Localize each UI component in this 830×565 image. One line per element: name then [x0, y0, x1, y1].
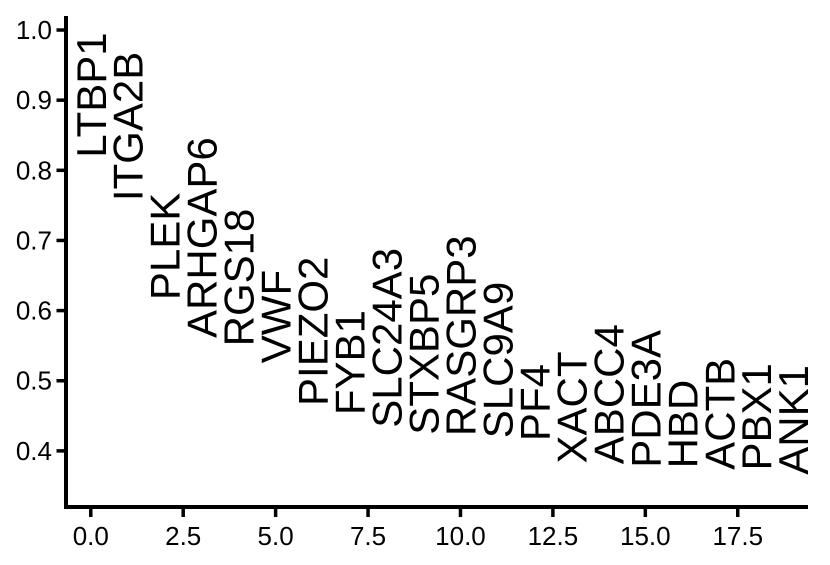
- y-tick-label: 0.4: [16, 436, 52, 466]
- gene-label: XACT: [548, 351, 595, 463]
- gene-label: RGS18: [216, 209, 263, 347]
- y-tick-label: 0.8: [16, 155, 52, 185]
- x-tick-label: 7.5: [350, 521, 386, 551]
- x-tick-label: 2.5: [165, 521, 201, 551]
- gene-label: HBD: [659, 380, 706, 469]
- gene-label: ABCC4: [585, 324, 632, 464]
- gene-label: ANK1: [770, 365, 817, 475]
- y-tick-label: 0.9: [16, 85, 52, 115]
- y-tick-label: 0.7: [16, 225, 52, 255]
- y-tick-label: 0.5: [16, 366, 52, 396]
- gene-label: PIEZO2: [290, 257, 337, 406]
- gene-label: STXBP5: [401, 274, 448, 435]
- gene-label: PBX1: [733, 363, 780, 470]
- gene-label: ACTB: [696, 358, 743, 470]
- x-tick-label: 10.0: [435, 521, 486, 551]
- x-tick-label: 5.0: [258, 521, 294, 551]
- gene-label: LTBP1: [68, 32, 115, 157]
- gene-label: FYB1: [327, 310, 374, 415]
- y-tick-label: 1.0: [16, 15, 52, 45]
- gene-label: ITGA2B: [105, 52, 152, 201]
- gene-label: PDE3A: [622, 330, 669, 468]
- y-tick-label: 0.6: [16, 296, 52, 326]
- gene-label: PF4: [511, 364, 558, 441]
- x-tick-label: 12.5: [528, 521, 579, 551]
- gene-label: SLC24A3: [364, 248, 411, 428]
- gene-label: SLC9A9: [474, 282, 521, 438]
- gene-label: ARHGAP6: [179, 137, 226, 338]
- x-tick-label: 15.0: [620, 521, 671, 551]
- gene-label: PLEK: [142, 193, 189, 300]
- gene-label: VWF: [253, 270, 300, 363]
- gene-label: RASGRP3: [437, 235, 484, 436]
- x-tick-label: 17.5: [712, 521, 763, 551]
- x-tick-label: 0.0: [73, 521, 109, 551]
